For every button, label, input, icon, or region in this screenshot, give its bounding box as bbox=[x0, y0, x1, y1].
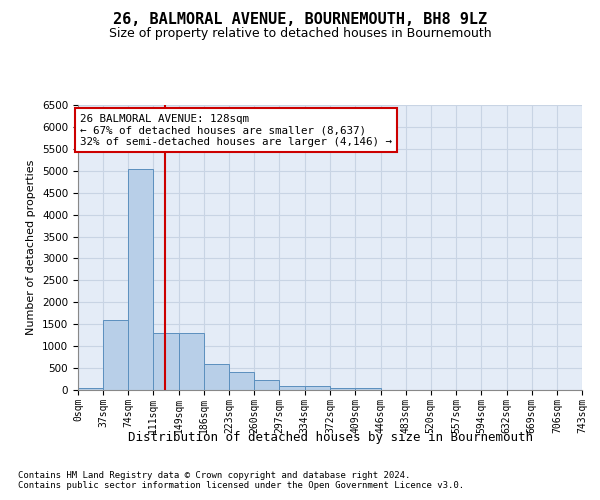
Bar bbox=[153, 333, 179, 390]
Y-axis label: Number of detached properties: Number of detached properties bbox=[26, 160, 37, 335]
Bar bbox=[103, 320, 128, 390]
Text: Contains public sector information licensed under the Open Government Licence v3: Contains public sector information licen… bbox=[18, 481, 464, 490]
Bar bbox=[78, 388, 103, 390]
Bar bbox=[331, 388, 355, 390]
Text: 26 BALMORAL AVENUE: 128sqm
← 67% of detached houses are smaller (8,637)
32% of s: 26 BALMORAL AVENUE: 128sqm ← 67% of deta… bbox=[80, 114, 392, 147]
Bar bbox=[305, 386, 331, 390]
Bar bbox=[204, 364, 229, 390]
Bar bbox=[280, 386, 305, 390]
Bar bbox=[128, 168, 153, 390]
Bar bbox=[254, 380, 280, 390]
Text: 26, BALMORAL AVENUE, BOURNEMOUTH, BH8 9LZ: 26, BALMORAL AVENUE, BOURNEMOUTH, BH8 9L… bbox=[113, 12, 487, 28]
Text: Contains HM Land Registry data © Crown copyright and database right 2024.: Contains HM Land Registry data © Crown c… bbox=[18, 471, 410, 480]
Bar bbox=[179, 333, 204, 390]
Bar bbox=[229, 372, 254, 390]
Text: Size of property relative to detached houses in Bournemouth: Size of property relative to detached ho… bbox=[109, 28, 491, 40]
Bar bbox=[355, 388, 380, 390]
Text: Distribution of detached houses by size in Bournemouth: Distribution of detached houses by size … bbox=[128, 431, 533, 444]
